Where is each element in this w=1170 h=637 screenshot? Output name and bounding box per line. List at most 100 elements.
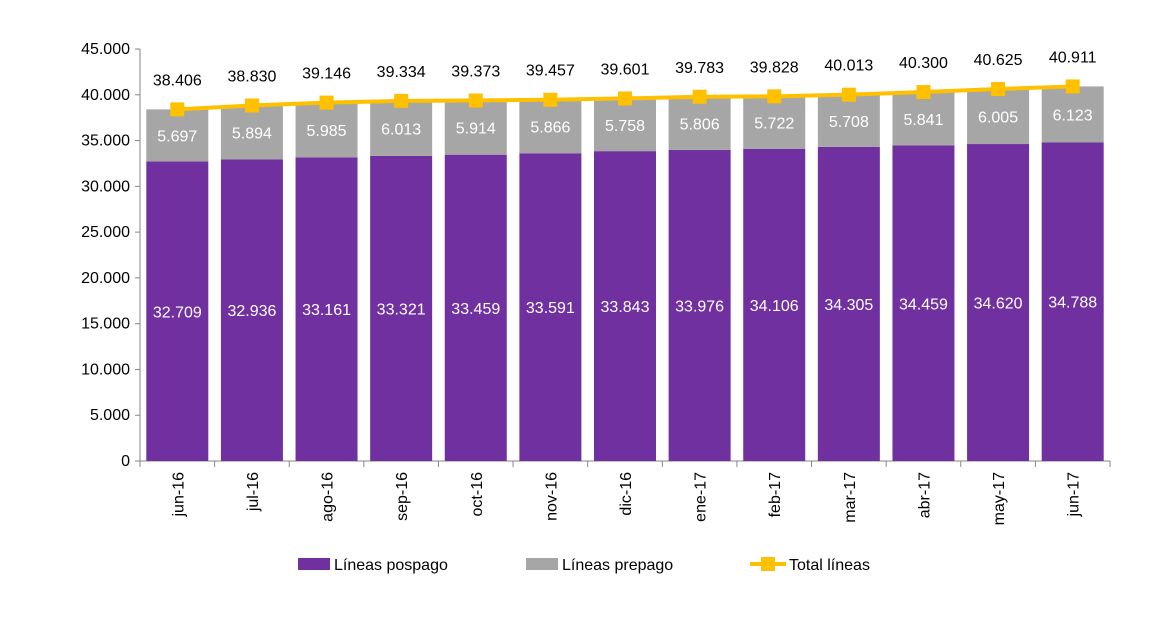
prepago-value-label: 5.722	[754, 116, 794, 133]
bar-prepago	[892, 92, 955, 146]
x-category-label: abr-17	[916, 472, 933, 518]
legend-swatch-pospago	[298, 558, 330, 570]
pospago-value-label: 33.591	[526, 300, 575, 317]
prepago-value-label: 5.697	[157, 128, 197, 145]
bar-prepago	[668, 96, 731, 150]
bar-prepago	[817, 94, 880, 147]
total-marker	[244, 98, 259, 113]
total-marker	[692, 89, 707, 104]
x-category-label: jul-16	[245, 472, 262, 512]
x-category-label: jun-16	[170, 472, 187, 518]
pospago-value-label: 32.709	[153, 304, 202, 321]
prepago-value-label: 6.013	[381, 121, 421, 138]
prepago-value-label: 5.914	[456, 121, 496, 138]
total-value-label: 39.783	[675, 60, 724, 77]
prepago-value-label: 6.005	[978, 110, 1018, 127]
x-category-label: oct-16	[469, 472, 486, 517]
total-value-label: 39.146	[302, 66, 351, 83]
bar-pospago	[668, 149, 731, 461]
pospago-value-label: 34.620	[974, 296, 1023, 313]
bar-prepago	[594, 98, 656, 152]
total-value-label: 39.373	[451, 64, 500, 81]
y-tick-label: 10.000	[81, 361, 130, 378]
legend-label-total: Total líneas	[789, 557, 870, 574]
pospago-value-label: 33.161	[302, 302, 351, 319]
x-category-label: may-17	[991, 472, 1008, 525]
bars	[146, 86, 1104, 462]
pospago-value-label: 33.321	[377, 301, 426, 318]
total-value-label: 40.300	[899, 55, 948, 72]
x-category-label: feb-17	[767, 472, 784, 517]
pospago-value-label: 33.843	[601, 299, 650, 316]
x-category-label: ago-16	[320, 472, 337, 522]
total-value-label: 38.830	[227, 68, 276, 85]
pospago-value-label: 34.788	[1048, 295, 1097, 312]
x-category-label: sep-16	[394, 472, 411, 521]
prepago-value-label: 5.985	[307, 123, 347, 140]
prepago-value-label: 5.866	[530, 120, 570, 137]
total-line	[170, 79, 1080, 117]
y-tick-label: 35.000	[81, 133, 130, 150]
bar-prepago	[370, 100, 433, 156]
total-marker	[1065, 79, 1080, 94]
bar-pospago	[146, 161, 209, 461]
x-category-label: ene-17	[693, 472, 710, 522]
total-marker	[170, 102, 185, 117]
prepago-value-label: 5.894	[232, 125, 272, 142]
pospago-value-label: 34.459	[899, 296, 948, 313]
total-value-label: 40.625	[974, 52, 1023, 69]
legend: Líneas pospago Líneas prepago Total líneas	[298, 557, 870, 574]
bar-prepago	[519, 99, 582, 154]
y-tick-label: 5.000	[90, 407, 130, 424]
bar-prepago	[1041, 86, 1104, 143]
bar-prepago	[743, 96, 806, 149]
y-tick-label: 45.000	[81, 41, 130, 58]
total-marker	[916, 85, 931, 100]
total-marker	[618, 91, 632, 106]
axes: 0 5.000 10.000 15.000 20.000 25.000 30.000 35.0…	[81, 41, 1111, 525]
prepago-value-label: 6.123	[1053, 107, 1093, 124]
legend-label-prepago: Líneas prepago	[562, 557, 673, 574]
bar-pospago	[1041, 142, 1104, 462]
total-value-label: 39.334	[377, 64, 426, 81]
x-category-label: nov-16	[543, 472, 560, 521]
bar-pospago	[817, 146, 880, 461]
y-tick-label: 25.000	[81, 224, 130, 241]
total-marker	[468, 93, 483, 108]
total-value-label: 40.911	[1049, 49, 1097, 66]
bar-pospago	[519, 153, 582, 461]
data-labels: 32.709 5.697 32.936 5.894 33.161 5.985 33.321 6…	[153, 49, 1097, 321]
total-marker	[991, 82, 1006, 97]
y-tick-label: 0	[121, 453, 130, 470]
pospago-value-label: 33.976	[675, 298, 724, 315]
total-marker	[543, 92, 558, 107]
x-category-label: jun-17	[1066, 472, 1083, 518]
y-tick-label: 40.000	[81, 87, 130, 104]
prepago-value-label: 5.806	[680, 116, 720, 133]
bar-pospago	[444, 154, 507, 462]
prepago-value-label: 5.708	[829, 114, 869, 131]
y-tick-label: 20.000	[81, 270, 130, 287]
total-value-label: 39.601	[601, 61, 650, 78]
pospago-value-label: 32.936	[227, 303, 276, 320]
legend-label-pospago: Líneas pospago	[334, 557, 448, 574]
x-category-label: mar-17	[842, 472, 859, 523]
bar-pospago	[743, 148, 806, 462]
bar-prepago	[146, 109, 209, 162]
y-tick-label: 30.000	[81, 178, 130, 195]
total-marker	[319, 95, 334, 110]
bar-pospago	[220, 159, 283, 461]
x-category-label: dic-16	[618, 472, 635, 516]
pospago-value-label: 34.106	[750, 298, 799, 315]
total-marker	[767, 89, 782, 104]
total-value-label: 38.406	[153, 72, 202, 89]
pospago-value-label: 34.305	[824, 297, 873, 314]
bar-prepago	[444, 100, 507, 155]
pospago-value-label: 33.459	[451, 301, 500, 318]
legend-swatch-prepago	[526, 558, 558, 570]
bar-pospago	[295, 157, 358, 461]
y-tick-label: 15.000	[81, 316, 130, 333]
bar-pospago	[892, 145, 955, 461]
bar-prepago	[967, 89, 1030, 145]
